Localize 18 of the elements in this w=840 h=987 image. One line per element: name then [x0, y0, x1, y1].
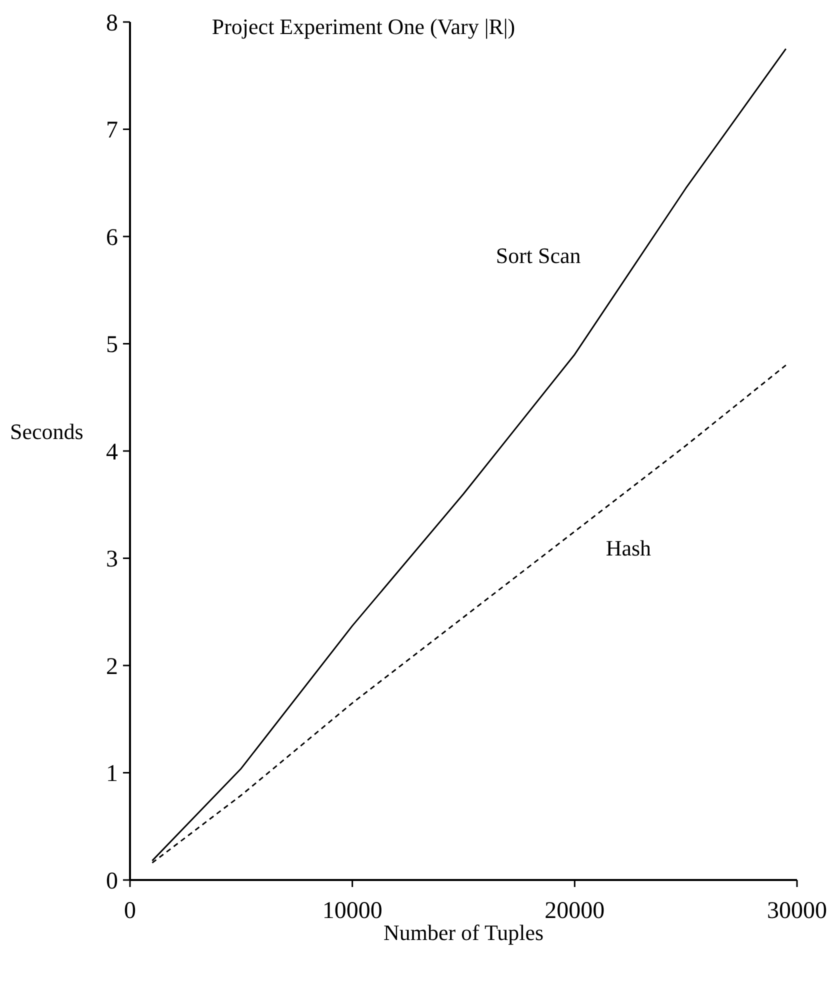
series-label: Hash [606, 536, 652, 561]
y-tick-label: 6 [106, 224, 118, 251]
chart-title: Project Experiment One (Vary |R|) [212, 14, 516, 39]
y-tick-label: 2 [106, 654, 118, 680]
y-tick-label: 0 [106, 868, 118, 894]
x-tick-label: 30000 [767, 898, 827, 924]
y-tick-label: 3 [106, 546, 118, 573]
y-tick-label: 1 [106, 761, 118, 788]
y-tick-label: 4 [106, 439, 118, 466]
y-tick-label: 7 [106, 118, 118, 144]
x-axis-title: Number of Tuples [383, 920, 544, 945]
series-label: Sort Scan [496, 243, 581, 268]
x-tick-label: 20000 [544, 898, 605, 924]
x-tick-label: 10000 [322, 898, 382, 924]
y-tick-label: 8 [106, 10, 118, 36]
y-axis-title: Seconds [10, 419, 84, 444]
y-tick-label: 5 [106, 332, 118, 358]
x-tick-label: 0 [124, 898, 136, 924]
